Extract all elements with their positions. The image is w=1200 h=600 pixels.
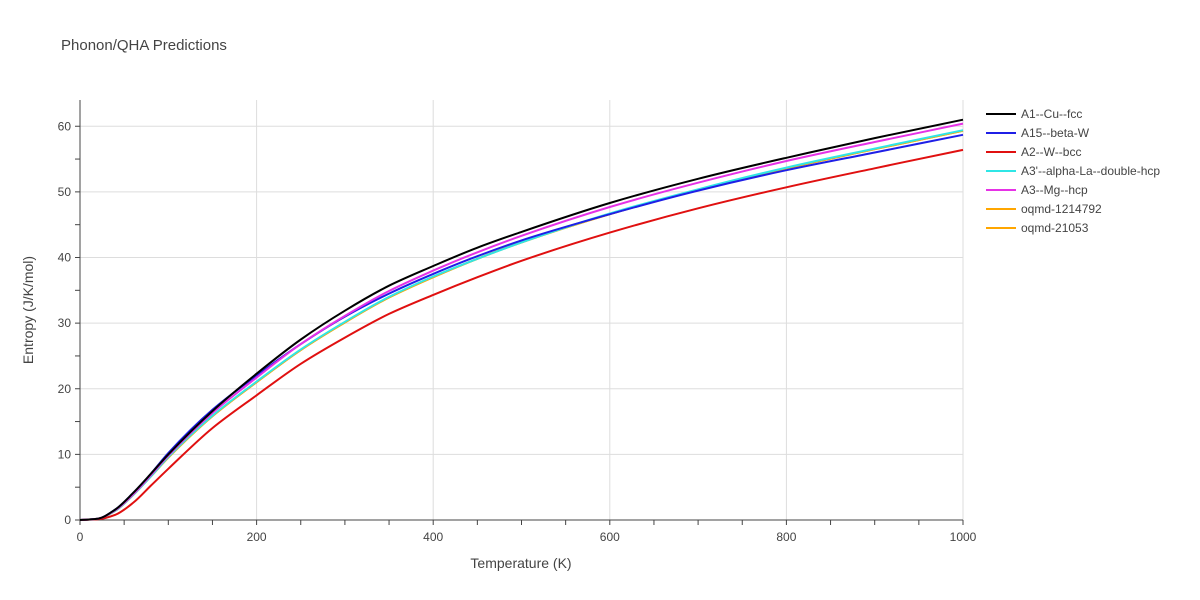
legend-item[interactable]: A1--Cu--fcc [986,107,1082,121]
x-tick-label: 0 [77,530,84,544]
legend-label: A1--Cu--fcc [1021,107,1082,121]
legend[interactable]: A1--Cu--fcc A15--beta-W A2--W--bcc A3'--alp… [986,107,1160,235]
x-tick-label: 600 [600,530,620,544]
y-tick-label: 40 [58,251,72,265]
legend-item[interactable]: oqmd-21053 [986,221,1089,235]
legend-label: A15--beta-W [1021,126,1090,140]
axes [75,100,964,525]
y-tick-label: 20 [58,382,72,396]
legend-item[interactable]: A15--beta-W [986,126,1090,140]
series-line-2 [79,148,964,521]
series-line-0 [79,118,964,521]
gridlines [80,100,964,520]
legend-label: A2--W--bcc [1021,145,1081,159]
x-tick-label: 200 [247,530,267,544]
legend-label: A3'--alpha-La--double-hcp [1021,164,1160,178]
series-line-3 [79,129,964,521]
x-tick-label: 800 [776,530,796,544]
y-tick-labels: 0 10 20 30 40 50 60 [58,119,72,527]
y-tick-label: 30 [58,316,72,330]
chart-title: Phonon/QHA Predictions [61,37,227,54]
legend-item[interactable]: A2--W--bcc [986,145,1081,159]
x-tick-labels: 0 200 400 600 800 1000 [77,530,977,544]
x-axis-title: Temperature (K) [470,555,571,571]
y-tick-label: 0 [64,513,71,527]
y-axis-title: Entropy (J/K/mol) [20,256,36,364]
plot-lines [79,118,964,521]
x-tick-label: 1000 [950,530,977,544]
series-line-4 [79,122,964,521]
legend-label: A3--Mg--hcp [1021,183,1088,197]
y-tick-label: 60 [58,119,72,133]
series-line-1 [79,133,964,521]
series-line-5 [79,129,964,521]
series-line-6 [79,129,964,521]
legend-label: oqmd-1214792 [1021,202,1102,216]
x-tick-label: 400 [423,530,443,544]
legend-item[interactable]: oqmd-1214792 [986,202,1102,216]
y-tick-label: 50 [58,185,72,199]
legend-label: oqmd-21053 [1021,221,1089,235]
legend-item[interactable]: A3--Mg--hcp [986,183,1088,197]
y-tick-label: 10 [58,447,72,461]
legend-item[interactable]: A3'--alpha-La--double-hcp [986,164,1160,178]
